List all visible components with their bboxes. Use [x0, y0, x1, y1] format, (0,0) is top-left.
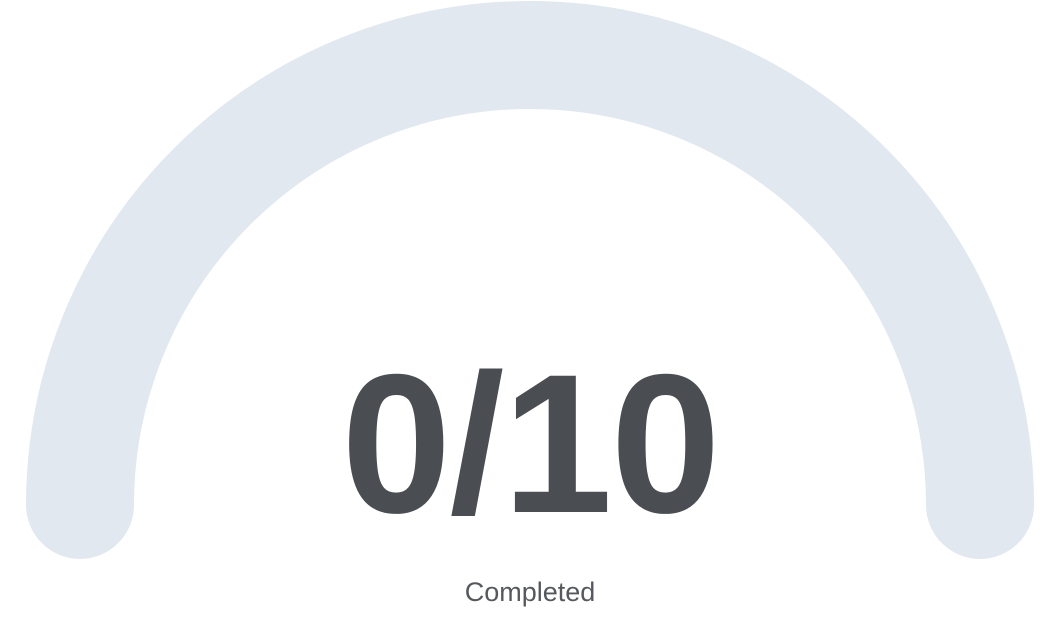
gauge-track: [26, 1, 1034, 559]
score-caption: Completed: [464, 577, 596, 607]
score-value: 0/10: [341, 333, 720, 554]
